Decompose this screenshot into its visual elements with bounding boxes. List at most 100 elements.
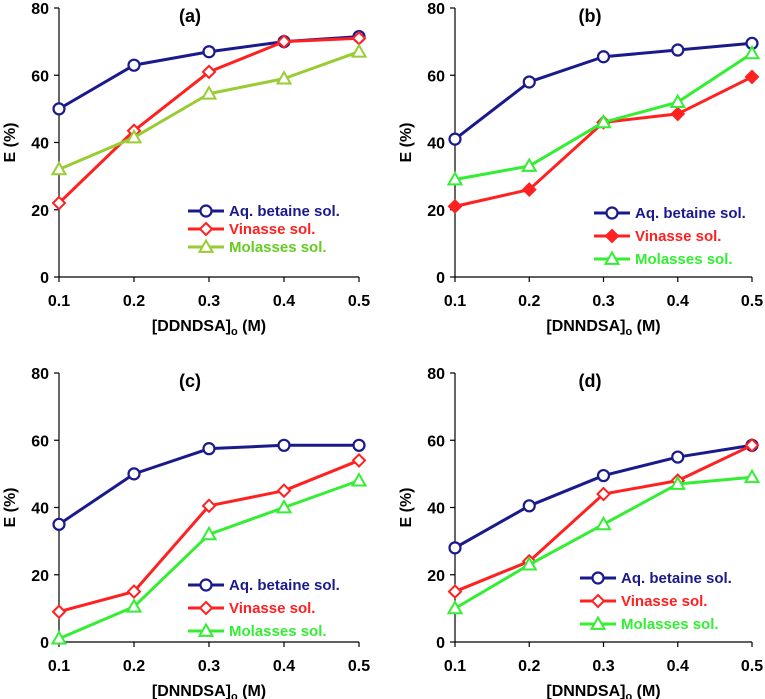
- y-tick-label: 20: [31, 203, 49, 220]
- chart-panel-b: 0 20 40 60 80 0.1 0.2 0.3 0.4 0.5 E (%) [DNNDSA]o (…: [398, 1, 763, 338]
- data-point: [521, 556, 538, 571]
- x-axis-title-unit: (M): [632, 683, 660, 699]
- y-axis-title: E (%): [398, 488, 415, 528]
- legend-label: Molasses sol.: [229, 623, 327, 640]
- x-axis-title-subscript: o: [231, 691, 238, 699]
- y-tick-label: 60: [427, 68, 445, 85]
- x-tick-label: 0.2: [123, 658, 145, 675]
- x-tick-label: 0.1: [444, 658, 466, 675]
- legend-marker: [605, 206, 619, 220]
- data-point: [596, 50, 611, 64]
- data-point: [127, 58, 141, 72]
- data-point: [125, 598, 143, 613]
- panel-label: (c): [179, 371, 201, 391]
- series-line-vinasse: [57, 36, 360, 205]
- x-axis-title-main: [DNNDSA]: [546, 683, 625, 699]
- x-axis-title: [DNNDSA]o (M): [152, 683, 266, 699]
- data-point: [52, 102, 66, 116]
- y-tick-label: 0: [436, 635, 445, 652]
- legend-marker: [604, 228, 620, 244]
- y-tick-label: 60: [31, 433, 49, 450]
- data-point: [669, 475, 686, 490]
- data-point: [51, 195, 67, 211]
- legend-label: Molasses sol.: [229, 239, 327, 256]
- legend-marker: [603, 250, 621, 265]
- chart-panel-c: 0 20 40 60 80 0.1 0.2 0.3 0.4 0.5 E (%) [DNNDSA]o (…: [2, 366, 370, 699]
- data-point: [276, 34, 292, 50]
- chart-panel-a: 0 20 40 60 80 0.1 0.2 0.3 0.4 0.5 E (%) [DDNDSA]o (…: [2, 1, 370, 338]
- legend-marker: [198, 600, 214, 616]
- data-point: [275, 70, 293, 85]
- legend-marker: [197, 622, 215, 637]
- data-point: [200, 85, 218, 100]
- y-tick-label: 60: [427, 433, 445, 450]
- legend-label: Vinasse sol.: [229, 221, 315, 238]
- x-axis-title-main: [DDNDSA]: [152, 318, 231, 335]
- x-tick-label: 0.2: [123, 293, 145, 310]
- x-axis-title: [DNNDSA]o (M): [546, 318, 660, 338]
- x-axis-title-subscript: o: [625, 326, 632, 338]
- data-point: [52, 517, 66, 531]
- legend-label: Vinasse sol.: [229, 600, 315, 617]
- x-tick-label: 0.2: [518, 293, 540, 310]
- legend-marker: [198, 221, 214, 237]
- data-point: [669, 93, 686, 109]
- data-point: [126, 584, 142, 599]
- x-tick-label: 0.5: [348, 658, 370, 675]
- x-tick-label: 0.3: [592, 658, 614, 675]
- y-tick-label: 40: [31, 501, 49, 518]
- x-tick-label: 0.3: [198, 658, 220, 675]
- data-point: [127, 467, 141, 481]
- x-axis-title-unit: (M): [238, 683, 266, 699]
- legend-marker: [589, 615, 607, 630]
- data-point: [352, 438, 366, 452]
- x-axis-title-unit: (M): [238, 318, 266, 335]
- legend-marker: [591, 571, 605, 585]
- y-tick-label: 80: [31, 366, 49, 383]
- x-tick-label: 0.3: [592, 293, 614, 310]
- data-point: [277, 438, 291, 452]
- data-point: [522, 499, 536, 513]
- legend-label: Aq. betaine sol.: [229, 577, 340, 594]
- y-tick-label: 80: [427, 1, 445, 18]
- x-tick-label: 0.2: [518, 658, 540, 675]
- legend-label: Vinasse sol.: [621, 593, 707, 610]
- data-point: [125, 128, 143, 144]
- data-point: [595, 113, 612, 129]
- data-point: [202, 45, 216, 59]
- x-axis-title-main: [DNNDSA]: [152, 683, 231, 699]
- data-point: [201, 64, 217, 80]
- data-point: [446, 170, 464, 186]
- series-line-vinasse: [454, 75, 753, 208]
- data-point: [743, 468, 761, 484]
- legend-label: Aq. betaine sol.: [635, 205, 746, 222]
- legend-marker: [590, 593, 606, 609]
- data-point: [671, 43, 685, 57]
- y-tick-label: 20: [427, 203, 445, 220]
- data-point: [200, 525, 218, 541]
- data-point: [744, 69, 760, 85]
- x-tick-label: 0.3: [198, 293, 220, 310]
- x-tick-label: 0.5: [741, 658, 763, 675]
- legend-marker: [199, 204, 213, 218]
- x-tick-label: 0.1: [444, 293, 466, 310]
- data-point: [275, 498, 293, 514]
- data-point: [521, 182, 537, 197]
- data-point: [350, 43, 368, 58]
- x-tick-label: 0.1: [48, 293, 70, 310]
- data-point: [743, 44, 761, 60]
- data-point: [276, 483, 292, 499]
- y-axis-title: E (%): [2, 123, 19, 163]
- y-tick-label: 0: [436, 270, 445, 287]
- legend-label: Molasses sol.: [635, 251, 733, 268]
- y-tick-label: 20: [31, 568, 49, 585]
- panel-label: (a): [179, 6, 201, 26]
- y-tick-label: 40: [31, 136, 49, 153]
- x-tick-label: 0.5: [741, 293, 763, 310]
- data-point: [51, 604, 67, 620]
- data-point: [447, 584, 463, 599]
- y-axis-title: E (%): [2, 488, 19, 528]
- data-point: [201, 498, 217, 514]
- panel-label: (b): [579, 6, 602, 26]
